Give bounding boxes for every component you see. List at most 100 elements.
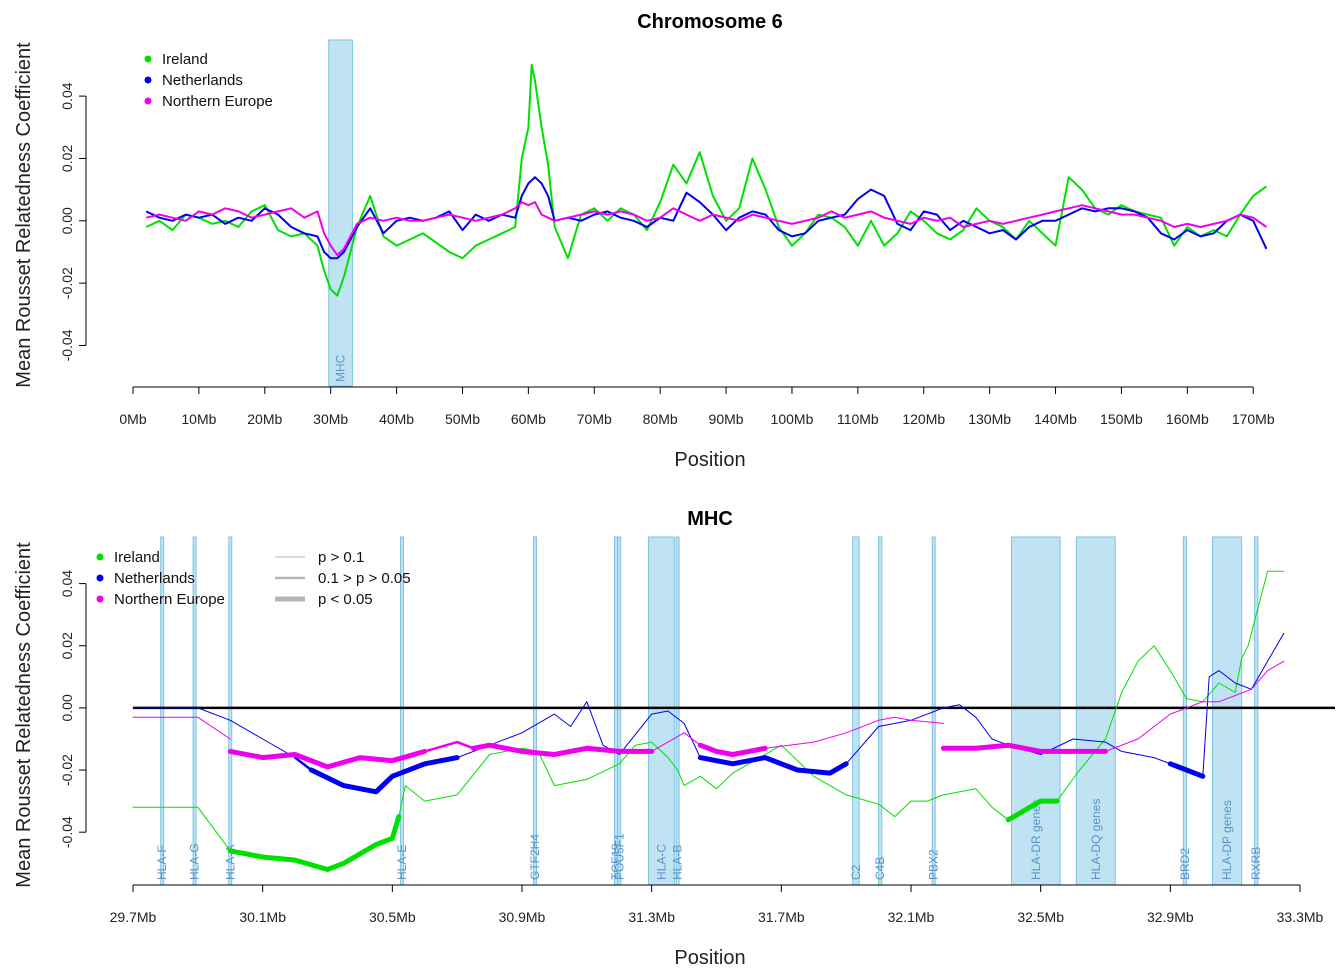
series-lines [132, 570, 1335, 872]
chart-title: Chromosome 6 [637, 11, 783, 33]
region-gtf2h4 [532, 536, 537, 886]
region-c2 [852, 536, 860, 886]
x-tick-label: 30.1Mb [239, 909, 286, 925]
x-tick-label: 50Mb [445, 411, 480, 427]
region-hla-g [192, 536, 197, 886]
region-label-hla-dp-genes: HLA-DP genes [1220, 800, 1234, 880]
region-label-gtf2h4: GTF2H4 [528, 834, 542, 880]
legend-marker-ireland [144, 55, 152, 63]
x-tick-label: 90Mb [709, 411, 744, 427]
region-label-mhc: MHC [334, 354, 348, 382]
series-line-ireland-4 [1005, 798, 1060, 823]
region-label-hla-f: HLA-F [155, 845, 169, 880]
region-hla-f [160, 536, 165, 886]
series-line-northern-europe-6 [764, 716, 944, 749]
legend-marker-northern-europe [96, 595, 104, 603]
region-mhc [328, 39, 353, 387]
legend-label-northern-europe: Northern Europe [162, 93, 273, 110]
x-tick-label: 20Mb [247, 411, 282, 427]
series-line-ireland-3 [398, 741, 1009, 821]
series-line-netherlands-7 [1202, 632, 1285, 777]
p-legend-label-thick: p < 0.05 [318, 591, 373, 608]
legend: Ireland Netherlands Northern Europe [96, 549, 225, 608]
x-tick-label: 70Mb [577, 411, 612, 427]
y-tick-label: -0.04 [59, 816, 75, 848]
x-tick-label: 29.7Mb [110, 909, 157, 925]
region-label-hla-dr-genes: HLA-DR genes [1029, 799, 1043, 880]
region-label-pbx2: PBX2 [927, 849, 941, 880]
region-label-brd2: BRD2 [1178, 848, 1192, 880]
p-value-legend: p > 0.1 0.1 > p > 0.05 p < 0.05 [275, 549, 411, 608]
y-tick-label: -0.02 [59, 754, 75, 786]
p-legend-label-medium: 0.1 > p > 0.05 [318, 570, 411, 587]
axes: 0Mb 10Mb 20Mb 30Mb 40Mb 50Mb 60Mb 70Mb 80Mb 90Mb 1… [59, 82, 1275, 427]
x-tick-label: 32.9Mb [1147, 909, 1194, 925]
legend-marker-netherlands [96, 574, 104, 582]
x-tick-label: 120Mb [902, 411, 945, 427]
region-label-hla-b: HLA-B [671, 845, 685, 880]
x-tick-label: 31.7Mb [758, 909, 805, 925]
legend-label-netherlands: Netherlands [162, 72, 243, 89]
x-tick-label: 40Mb [379, 411, 414, 427]
region-hla-b [675, 536, 680, 886]
region-label-c4b: C4B [873, 857, 887, 880]
region-label-c2: C2 [849, 864, 863, 880]
x-tick-label: 30.9Mb [499, 909, 546, 925]
y-tick-label: 0.00 [59, 207, 75, 234]
p-legend-label-thin: p > 0.1 [318, 549, 364, 566]
series-line-netherlands-6 [1167, 761, 1206, 779]
axes: 29.7Mb 30.1Mb 30.5Mb 30.9Mb 31.3Mb 31.7Mb 32.1… [59, 570, 1324, 925]
y-tick-label: -0.02 [59, 267, 75, 299]
region-hla-a [228, 536, 233, 886]
y-axis-label: Mean Rousset Relatedness Coefficient [13, 42, 35, 388]
series-line-northern-europe [145, 201, 1267, 257]
y-tick-label: 0.04 [59, 82, 75, 109]
region-label-pou5f1: POU5F1 [612, 833, 626, 880]
x-axis-label: Position [674, 449, 745, 471]
series-line-northern-europe-3 [470, 742, 655, 757]
series-line-netherlands-1 [293, 756, 313, 772]
regions: MHC [328, 39, 353, 387]
chromosome-6-panel: MHC 0Mb 10Mb 20Mb 30Mb 40Mb 50Mb 60Mb 70Mb 80Mb 9… [13, 11, 1275, 471]
series-line-netherlands [145, 176, 1268, 260]
y-tick-label: 0.02 [59, 145, 75, 172]
series-line-northern-europe-2 [423, 740, 475, 753]
region-label-hla-e: HLA-E [395, 845, 409, 880]
region-pou5f1 [617, 536, 622, 886]
x-tick-label: 170Mb [1232, 411, 1275, 427]
x-tick-label: 0Mb [119, 411, 146, 427]
legend-label-ireland: Ireland [114, 549, 160, 566]
x-tick-label: 110Mb [837, 411, 879, 427]
x-tick-label: 30Mb [313, 411, 348, 427]
series-line-northern-europe-8 [1105, 660, 1285, 752]
series-line-ireland-2 [227, 814, 402, 872]
y-tick-label: 0.02 [59, 632, 75, 659]
legend-label-ireland: Ireland [162, 51, 208, 68]
x-tick-label: 130Mb [968, 411, 1011, 427]
series-line-northern-europe-1 [227, 748, 428, 770]
series-line-northern-europe-4 [651, 732, 701, 752]
x-tick-label: 60Mb [511, 411, 546, 427]
x-tick-label: 33.3Mb [1277, 909, 1324, 925]
x-tick-label: 140Mb [1034, 411, 1077, 427]
chart-title: MHC [687, 508, 733, 530]
region-label-hla-c: HLA-C [654, 844, 668, 880]
series-line-ireland [145, 63, 1267, 297]
series-line-netherlands-4 [697, 755, 849, 776]
series-line-northern-europe-5 [697, 742, 768, 757]
series-line-northern-europe-7 [940, 742, 1108, 754]
region-c4b [878, 536, 883, 886]
series-line-netherlands-3 [456, 701, 701, 759]
region-hla-dr-genes [1010, 536, 1061, 886]
x-tick-label: 31.3Mb [628, 909, 675, 925]
series-line-northern-europe-0 [132, 716, 231, 740]
series-lines [145, 63, 1268, 297]
x-tick-label: 80Mb [643, 411, 678, 427]
series-line-netherlands-2 [308, 755, 460, 795]
x-tick-label: 100Mb [771, 411, 814, 427]
x-tick-label: 150Mb [1100, 411, 1143, 427]
series-line-ireland-1 [197, 806, 231, 852]
